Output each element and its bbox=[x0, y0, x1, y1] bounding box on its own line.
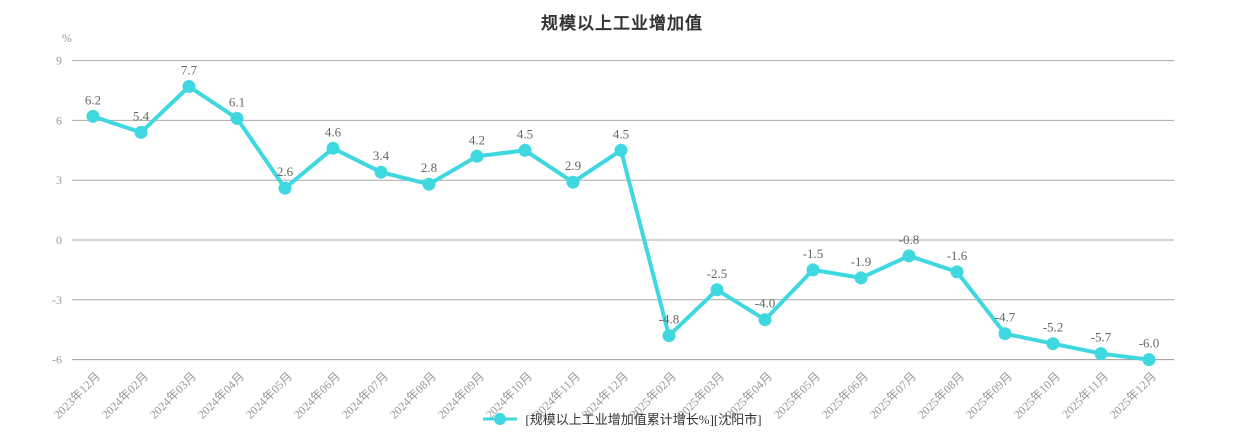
data-point[interactable] bbox=[422, 177, 436, 191]
value-label: 2.8 bbox=[421, 160, 437, 175]
value-label: 7.7 bbox=[181, 63, 198, 78]
data-point[interactable] bbox=[182, 80, 196, 93]
y-axis-unit-label: % bbox=[62, 31, 72, 45]
data-point[interactable] bbox=[1046, 337, 1060, 351]
legend-item[interactable]: [规模以上工业增加值累计增长%][沈阳市] bbox=[0, 409, 1244, 428]
data-point[interactable] bbox=[518, 143, 532, 157]
value-label: 4.5 bbox=[613, 126, 629, 141]
data-point[interactable] bbox=[134, 125, 148, 139]
value-label: -5.2 bbox=[1043, 320, 1064, 335]
data-point[interactable] bbox=[278, 181, 292, 195]
data-point[interactable] bbox=[86, 109, 100, 123]
data-point[interactable] bbox=[710, 283, 724, 297]
data-point[interactable] bbox=[374, 165, 388, 179]
y-tick-label: 3 bbox=[56, 173, 62, 187]
y-tick-label: -6 bbox=[52, 353, 62, 367]
value-label: 3.4 bbox=[373, 148, 390, 163]
data-point[interactable] bbox=[566, 175, 580, 189]
data-point[interactable] bbox=[1142, 353, 1156, 367]
value-label: 6.2 bbox=[85, 92, 101, 107]
value-label: 4.5 bbox=[517, 126, 533, 141]
y-tick-label: 0 bbox=[56, 233, 62, 247]
value-label: -1.6 bbox=[947, 248, 968, 263]
chart-title: 规模以上工业增加值 bbox=[541, 14, 703, 33]
value-label: 2.6 bbox=[277, 164, 294, 179]
data-point[interactable] bbox=[902, 249, 916, 263]
data-point[interactable] bbox=[662, 329, 676, 343]
data-point[interactable] bbox=[806, 263, 820, 277]
value-label: 4.2 bbox=[469, 132, 485, 147]
value-label: -4.8 bbox=[659, 312, 680, 327]
y-tick-label: -3 bbox=[52, 293, 62, 307]
data-point[interactable] bbox=[230, 111, 244, 125]
data-point[interactable] bbox=[854, 271, 868, 285]
value-label: -4.0 bbox=[755, 296, 776, 311]
data-point[interactable] bbox=[326, 141, 340, 155]
data-point[interactable] bbox=[998, 327, 1012, 341]
data-point[interactable] bbox=[470, 149, 484, 163]
data-point[interactable] bbox=[758, 313, 772, 327]
value-label: -1.5 bbox=[803, 246, 824, 261]
value-label: -5.7 bbox=[1091, 330, 1112, 345]
y-tick-label: 9 bbox=[56, 54, 62, 68]
value-label: 6.1 bbox=[229, 94, 245, 109]
value-label: -4.7 bbox=[995, 310, 1016, 325]
value-label: 2.9 bbox=[565, 158, 581, 173]
value-label: -1.9 bbox=[851, 254, 872, 269]
value-label: 4.6 bbox=[325, 124, 342, 139]
legend-dot-icon bbox=[494, 412, 507, 425]
value-label: 5.4 bbox=[133, 108, 150, 123]
data-point[interactable] bbox=[614, 143, 628, 157]
value-label: -6.0 bbox=[1139, 336, 1160, 351]
data-point[interactable] bbox=[950, 265, 964, 279]
legend-line-marker bbox=[483, 412, 518, 425]
legend-label: [规模以上工业增加值累计增长%][沈阳市] bbox=[525, 412, 762, 427]
data-point[interactable] bbox=[1094, 347, 1108, 361]
y-tick-label: 6 bbox=[56, 113, 62, 127]
value-label: -0.8 bbox=[899, 232, 920, 247]
value-label: -2.5 bbox=[707, 266, 728, 281]
